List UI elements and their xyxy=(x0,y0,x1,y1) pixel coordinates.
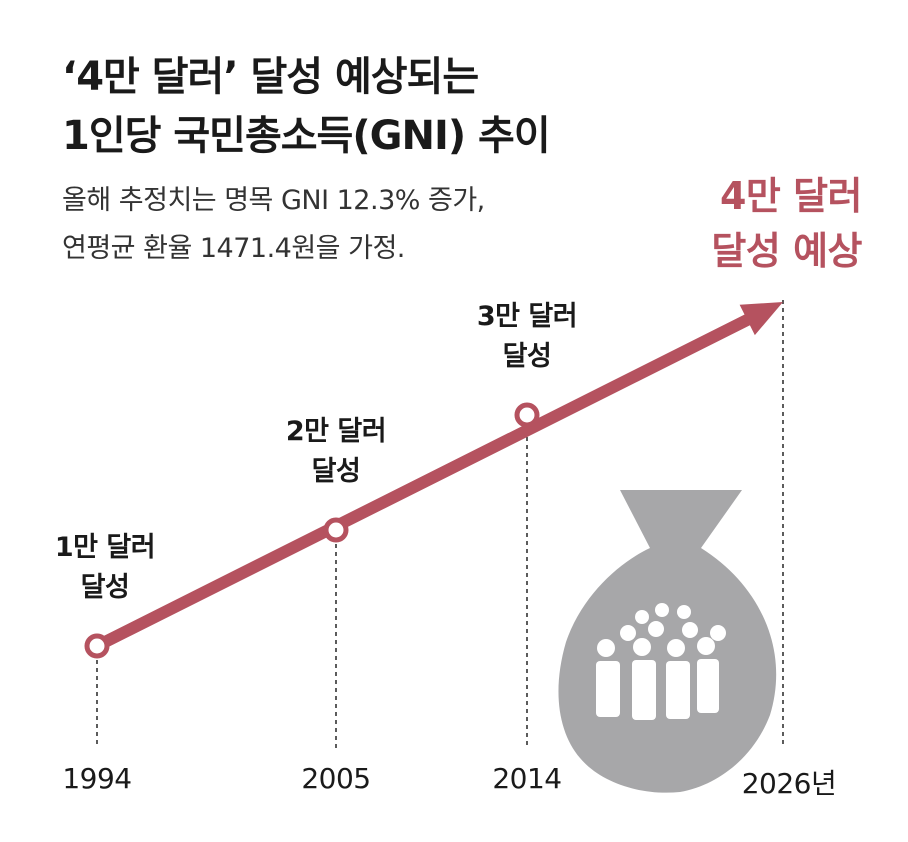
milestone-label-2: 2만 달러 달성 xyxy=(251,412,421,492)
goal-label-line-2: 달성 예상 xyxy=(711,229,862,273)
vertical-guide-lines xyxy=(96,300,784,748)
trend-line xyxy=(91,307,766,652)
data-point-2014 xyxy=(514,402,540,428)
data-point-1994 xyxy=(84,633,110,659)
money-bag-with-people-icon xyxy=(558,490,777,793)
x-tick-label-2026: 2026년 xyxy=(741,767,837,800)
x-tick-label-2014: 2014 xyxy=(492,762,562,795)
milestone-label-1: 1만 달러 달성 xyxy=(20,528,190,608)
milestone-label-3-line1: 3만 달러 xyxy=(476,301,578,332)
milestone-label-1-line2: 달성 xyxy=(80,572,130,603)
chart-title-line-2: 1인당 국민총소득(GNI) 추이 xyxy=(62,113,551,159)
subtitle-line-2: 연평균 환율 1471.4원을 가정. xyxy=(62,233,405,264)
x-tick-label-2005: 2005 xyxy=(301,762,371,795)
milestone-label-3-line2: 달성 xyxy=(502,341,552,372)
arrow-head xyxy=(739,302,783,336)
data-point-markers xyxy=(84,402,540,659)
goal-label-line-1: 4만 달러 xyxy=(719,174,863,218)
subtitle-line-1: 올해 추정치는 명목 GNI 12.3% 증가, xyxy=(62,185,485,216)
milestone-label-1-line1: 1만 달러 xyxy=(54,532,156,563)
milestone-label-2-line2: 달성 xyxy=(311,456,361,487)
milestone-label-3: 3만 달러 달성 xyxy=(442,297,612,377)
data-point-2005 xyxy=(323,517,349,543)
milestone-label-2-line1: 2만 달러 xyxy=(285,416,387,447)
chart-title-line-1: ‘4만 달러’ 달성 예상되는 xyxy=(62,54,479,100)
x-tick-label-1994: 1994 xyxy=(62,762,132,795)
